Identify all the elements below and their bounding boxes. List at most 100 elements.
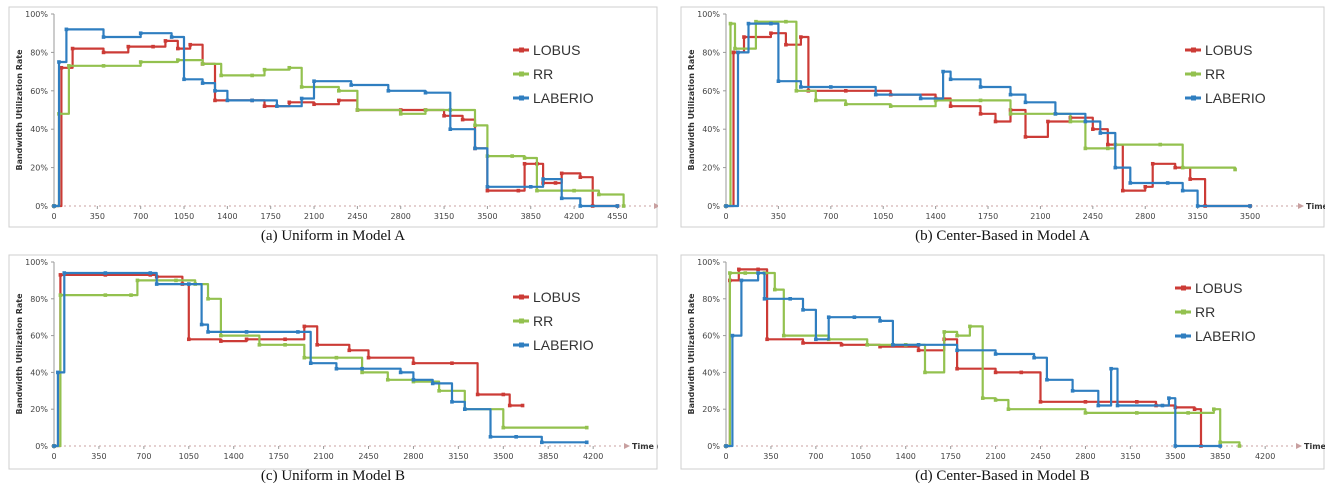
data-point [219, 73, 223, 78]
data-point [312, 102, 316, 107]
y-tick-label: 40% [30, 125, 48, 134]
x-tick-label: 2800 [403, 452, 423, 461]
data-point [250, 73, 254, 78]
data-point [57, 60, 61, 64]
chart-svg-a: 0% 20% 40% 60% 80% 100% 0 350 700 1050 1400 1750 210… [8, 6, 658, 228]
data-point [728, 21, 733, 26]
data-point [385, 377, 390, 382]
chart-panel-d: 0% 20% 40% 60% 80% 100% 0 350 700 1050 1400 1750 210… [680, 254, 1325, 489]
x-tick-label: 700 [823, 212, 838, 221]
data-point [878, 319, 882, 323]
data-point [540, 440, 544, 445]
data-point [206, 330, 210, 334]
legend-label: LOBUS [533, 289, 580, 305]
legend-marker [1181, 333, 1186, 339]
data-point [799, 85, 803, 89]
data-point [315, 343, 319, 347]
data-point [411, 361, 416, 365]
legend-label: RR [533, 313, 553, 329]
data-point [1212, 407, 1216, 411]
data-point [507, 403, 512, 408]
series-line-laberio [54, 28, 618, 208]
data-point [460, 117, 465, 122]
x-tick-label: 3500 [493, 452, 513, 461]
data-point [154, 282, 159, 286]
x-axis-label: Time (s) [632, 442, 658, 451]
chart-caption-a: (a) Uniform in Model A [260, 228, 406, 244]
series-laberio [724, 21, 1252, 208]
data-point [1134, 411, 1139, 415]
data-point [200, 81, 205, 85]
data-point [520, 403, 525, 408]
data-point [584, 425, 589, 430]
data-point [1019, 370, 1024, 375]
data-point [1248, 204, 1252, 208]
data-point [978, 98, 983, 103]
data-point [59, 65, 64, 70]
data-point [386, 89, 391, 93]
data-point [1045, 377, 1049, 382]
data-point [993, 398, 998, 402]
data-point [621, 204, 626, 208]
x-tick-label: 1400 [896, 452, 916, 461]
data-point [1150, 161, 1155, 166]
data-point [736, 50, 740, 55]
data-point [1195, 204, 1200, 208]
data-point [101, 50, 106, 55]
x-tick-label: 350 [90, 212, 105, 221]
data-point [70, 46, 75, 51]
data-point [473, 146, 477, 151]
data-point [244, 337, 249, 342]
data-point [1023, 100, 1028, 105]
data-point [572, 188, 576, 193]
y-tick-label: 0% [707, 442, 720, 451]
data-point [980, 396, 985, 400]
data-point [578, 204, 583, 208]
x-tick-label: 1050 [873, 212, 893, 221]
x-tick-label: 1050 [851, 452, 871, 461]
data-point [528, 185, 533, 189]
x-tick-label: 2800 [1075, 452, 1095, 461]
data-point [1218, 440, 1223, 445]
data-point [1192, 407, 1197, 411]
chart-panel-b: 0% 20% 40% 60% 80% 100% 0 350 700 1050 1400 1750 210… [680, 6, 1325, 246]
data-point [244, 330, 249, 334]
data-point [1186, 411, 1190, 415]
data-point [62, 271, 67, 275]
data-point [948, 104, 953, 108]
x-tick-label: 700 [133, 212, 148, 221]
data-point [398, 112, 403, 116]
data-point [302, 324, 307, 329]
data-point [347, 348, 352, 353]
data-point [1113, 165, 1118, 170]
data-point [151, 44, 155, 49]
data-point [765, 337, 769, 342]
x-tick-label: 4200 [583, 452, 603, 461]
data-point [262, 67, 267, 72]
data-point [199, 322, 204, 327]
x-tick-label: 4550 [607, 212, 627, 221]
x-tick-label: 0 [51, 212, 56, 221]
x-tick-label: 0 [723, 452, 728, 461]
data-point [398, 370, 403, 375]
legend-marker [1181, 309, 1186, 315]
data-point [52, 204, 56, 208]
data-point [337, 89, 341, 93]
data-point [219, 333, 223, 338]
data-point [312, 79, 316, 83]
data-point [334, 366, 339, 371]
data-point [968, 324, 972, 329]
data-point [724, 204, 728, 208]
data-point [776, 79, 781, 83]
data-point [148, 273, 153, 277]
chart-svg-b: 0% 20% 40% 60% 80% 100% 0 350 700 1050 1400 1750 210… [680, 6, 1325, 228]
data-point [829, 85, 833, 89]
x-tick-label: 2100 [1030, 212, 1050, 221]
x-tick-label: 1750 [261, 212, 281, 221]
data-point [510, 154, 514, 158]
data-point [1068, 119, 1073, 124]
data-point [769, 21, 773, 26]
data-point [101, 35, 106, 39]
data-point [865, 343, 870, 347]
x-tick-label: 4200 [564, 212, 584, 221]
